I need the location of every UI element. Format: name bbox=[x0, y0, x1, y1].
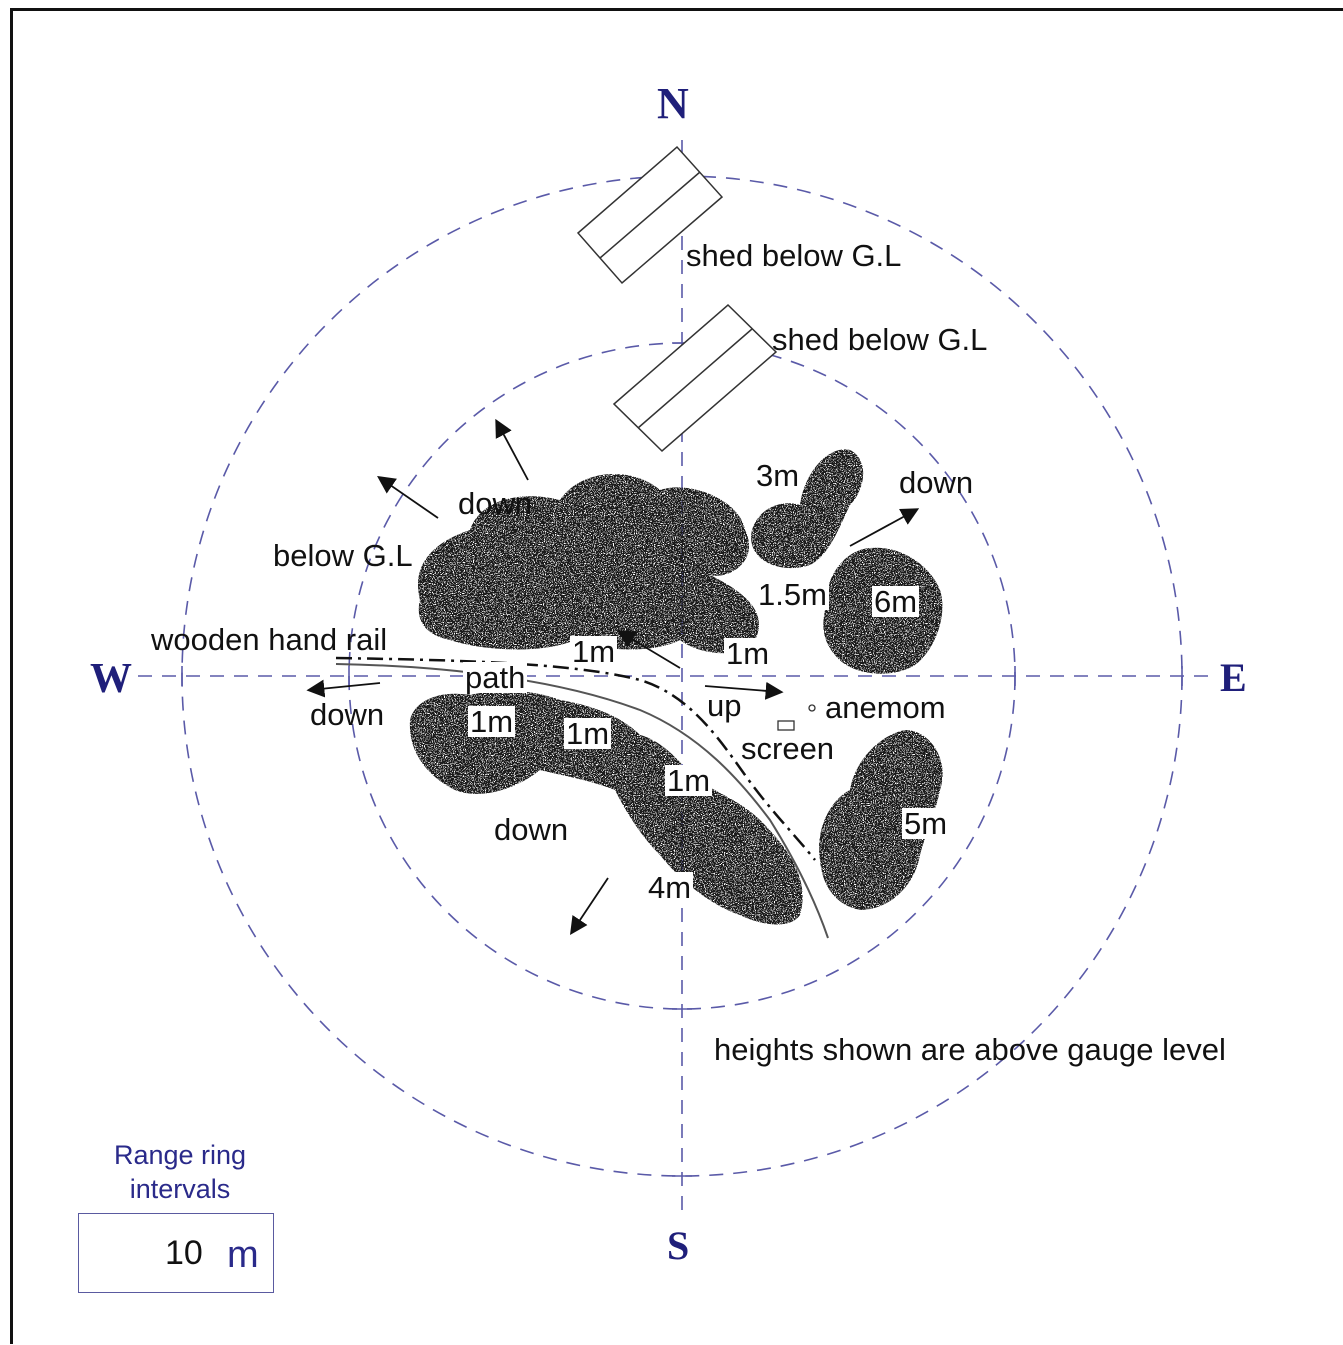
legend-unit: m bbox=[227, 1234, 259, 1276]
label-down-w: down bbox=[310, 697, 385, 732]
arrow-down-nw bbox=[377, 475, 439, 519]
diagram-frame bbox=[10, 8, 1343, 1344]
shed-outer bbox=[576, 145, 724, 285]
label-height-1m-e: 1m bbox=[665, 763, 713, 798]
label-anemom: anemom bbox=[825, 690, 946, 725]
label-height-1m-a: 1m bbox=[570, 634, 618, 669]
label-wooden-hand-rail: wooden hand rail bbox=[151, 622, 388, 657]
label-below-gl: below G.L bbox=[273, 538, 413, 573]
compass-east: E bbox=[1220, 655, 1247, 700]
label-height-1m-d: 1m bbox=[564, 716, 612, 751]
wooden-hand-rail-line bbox=[335, 656, 816, 861]
tree-5m bbox=[819, 730, 943, 910]
label-up: up bbox=[705, 688, 744, 723]
label-down-nw: down bbox=[458, 486, 533, 521]
anemometer-marker bbox=[808, 704, 816, 712]
label-height-4m: 4m bbox=[646, 870, 694, 905]
tree-cluster-southwest bbox=[409, 690, 803, 925]
label-screen: screen bbox=[739, 731, 837, 766]
arrow-up-e bbox=[704, 681, 784, 700]
label-shed-inner: shed below G.L bbox=[772, 322, 988, 357]
shed-inner bbox=[612, 303, 778, 453]
label-down-ne: down bbox=[899, 465, 974, 500]
label-shed-outer: shed below G.L bbox=[686, 238, 902, 273]
label-height-1-5m: 1.5m bbox=[756, 577, 829, 612]
arrow-down-ne bbox=[849, 508, 920, 547]
tree-cluster-north bbox=[418, 473, 759, 654]
compass-north: N bbox=[657, 79, 689, 128]
screen-marker bbox=[777, 720, 795, 731]
label-height-1m-c: 1m bbox=[468, 704, 516, 739]
tree-3m bbox=[751, 449, 864, 569]
label-path: path bbox=[463, 660, 528, 695]
range-ring-legend: 10 m bbox=[78, 1213, 274, 1293]
label-down-sw: down bbox=[494, 812, 569, 847]
arrow-down-sw bbox=[570, 877, 609, 935]
label-height-5m: 5m bbox=[902, 806, 950, 841]
note-heights: heights shown are above gauge level bbox=[714, 1032, 1226, 1067]
compass-west: W bbox=[90, 656, 132, 702]
arrow-down-n bbox=[495, 418, 529, 481]
label-height-3m: 3m bbox=[756, 458, 800, 493]
arrow-nw-small bbox=[616, 630, 681, 669]
label-height-6m: 6m bbox=[872, 584, 920, 619]
legend-title: Range ring intervals bbox=[113, 1140, 247, 1204]
compass-south: S bbox=[667, 1223, 690, 1268]
legend-value: 10 bbox=[165, 1234, 203, 1272]
slope-arrows bbox=[306, 418, 920, 935]
label-height-1m-b: 1m bbox=[724, 636, 772, 671]
arrow-down-w bbox=[306, 679, 381, 698]
